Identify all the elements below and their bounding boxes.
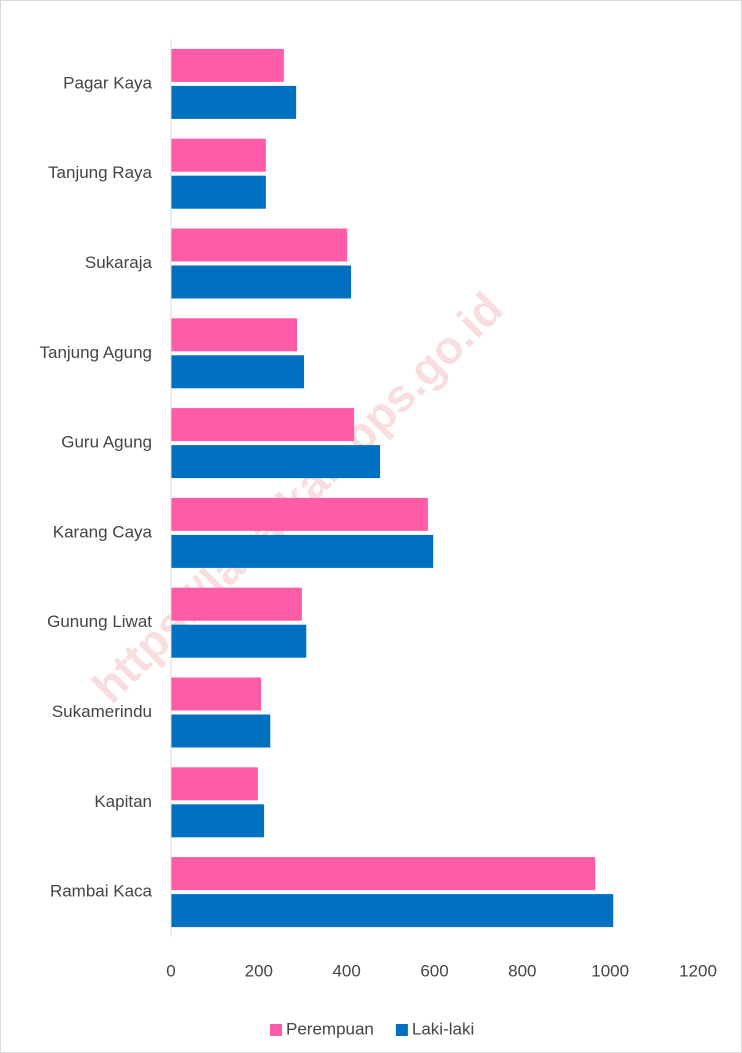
x-tick-label: 600: [420, 961, 448, 980]
bar: [171, 534, 434, 568]
bar: [171, 318, 298, 352]
legend-swatch: [270, 1024, 282, 1036]
legend-label: Laki-laki: [412, 1019, 474, 1038]
bar: [171, 445, 381, 479]
x-tick-label: 0: [166, 961, 175, 980]
y-tick-label: Pagar Kaya: [63, 73, 152, 92]
bar: [171, 624, 307, 658]
bar: [171, 894, 614, 928]
bar: [171, 408, 355, 442]
bar: [171, 587, 302, 621]
x-tick-label: 1200: [679, 961, 717, 980]
y-tick-label: Rambai Kaca: [50, 882, 153, 901]
legend-swatch: [395, 1024, 408, 1036]
y-tick-label: Tanjung Raya: [48, 163, 153, 182]
bar: [171, 85, 297, 119]
bar: [171, 138, 266, 172]
bar: [171, 857, 596, 891]
y-tick-label: Guru Agung: [61, 433, 152, 452]
y-tick-label: Kapitan: [94, 792, 152, 811]
y-tick-label: Sukamerindu: [52, 702, 152, 721]
bar: [171, 355, 305, 389]
bar: [171, 497, 428, 531]
x-tick-label: 1000: [591, 961, 629, 980]
x-tick-label: 400: [332, 961, 360, 980]
x-tick-label: 200: [245, 961, 273, 980]
y-tick-label: Gunung Liwat: [47, 612, 152, 631]
bar: [171, 804, 265, 838]
x-tick-label: 800: [508, 961, 536, 980]
bar: [171, 48, 284, 82]
y-tick-label: Tanjung Agung: [40, 343, 153, 362]
legend-label: Perempuan: [286, 1019, 374, 1038]
bar: [171, 767, 258, 801]
bar: [171, 228, 348, 262]
bar: [171, 175, 266, 209]
y-tick-label: Karang Caya: [53, 522, 153, 541]
bar: [171, 714, 271, 748]
bar: [171, 677, 262, 711]
y-tick-label: Sukaraja: [85, 253, 153, 272]
bar: [171, 265, 352, 299]
